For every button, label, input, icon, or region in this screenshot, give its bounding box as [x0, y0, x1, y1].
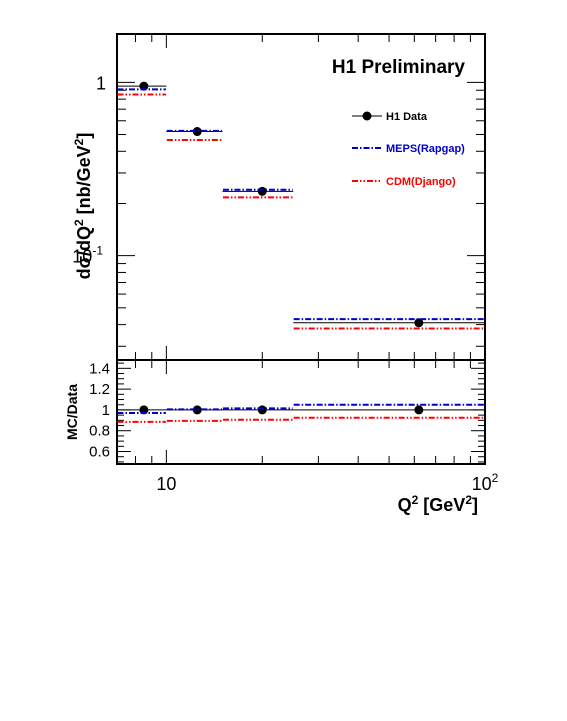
ratio-y-tick-label: 0.8: [89, 423, 110, 440]
legend-cdm-label: CDM(Django): [386, 176, 456, 188]
legend-h1-data-label: H1 Data: [386, 111, 428, 123]
ratio-x-ticks: 10 102: [116, 360, 499, 494]
x-axis-label: Q2 [GeV2]: [398, 493, 478, 515]
ratio-y-tick-label: 1: [102, 402, 110, 419]
main-data-marks: [117, 81, 485, 330]
ratio-y-tick-label: 1.4: [89, 360, 110, 377]
ratio-data-point: [414, 405, 424, 415]
data-point: [192, 127, 202, 137]
ratio-y-ticks: 1.4 1.2 1 0.8 0.6: [89, 360, 485, 463]
ratio-y-tick-label: 1.2: [89, 381, 110, 398]
ratio-plot-frame: [116, 359, 486, 465]
ratio-y-tick-label: 0.6: [89, 444, 110, 461]
legend-h1-data-marker: [362, 111, 372, 121]
x-tick-label: 10: [156, 474, 176, 494]
ratio-panel: 10 102 1.4 1.2 1 0.8 0.6 MC/Data Q2 [GeV2]: [64, 359, 499, 515]
ratio-data-marks: [117, 403, 485, 423]
ratio-y-axis-label: MC/Data: [64, 384, 80, 440]
main-x-ticks: [116, 34, 471, 360]
ratio-data-point: [192, 405, 202, 415]
ratio-data-point: [257, 405, 267, 415]
main-plot-frame: [116, 33, 486, 361]
main-y-tick-label: 1: [96, 73, 106, 93]
data-point: [257, 186, 267, 196]
main-y-axis-label: dσ/dQ2 [nb/GeV2]: [72, 133, 94, 280]
chart-title: H1 Preliminary: [332, 57, 465, 78]
main-panel: 1 10-1 H1 Preliminary H1 Data MEPS(Rapgap…: [72, 33, 486, 361]
data-point: [414, 318, 424, 328]
x-tick-label: 102: [472, 471, 499, 494]
main-y-ticks: 1 10-1: [72, 73, 485, 347]
main-y-tick-label: 10-1: [72, 244, 103, 267]
legend: H1 Data MEPS(Rapgap) CDM(Django): [352, 111, 465, 188]
legend-meps-label: MEPS(Rapgap): [386, 143, 465, 155]
